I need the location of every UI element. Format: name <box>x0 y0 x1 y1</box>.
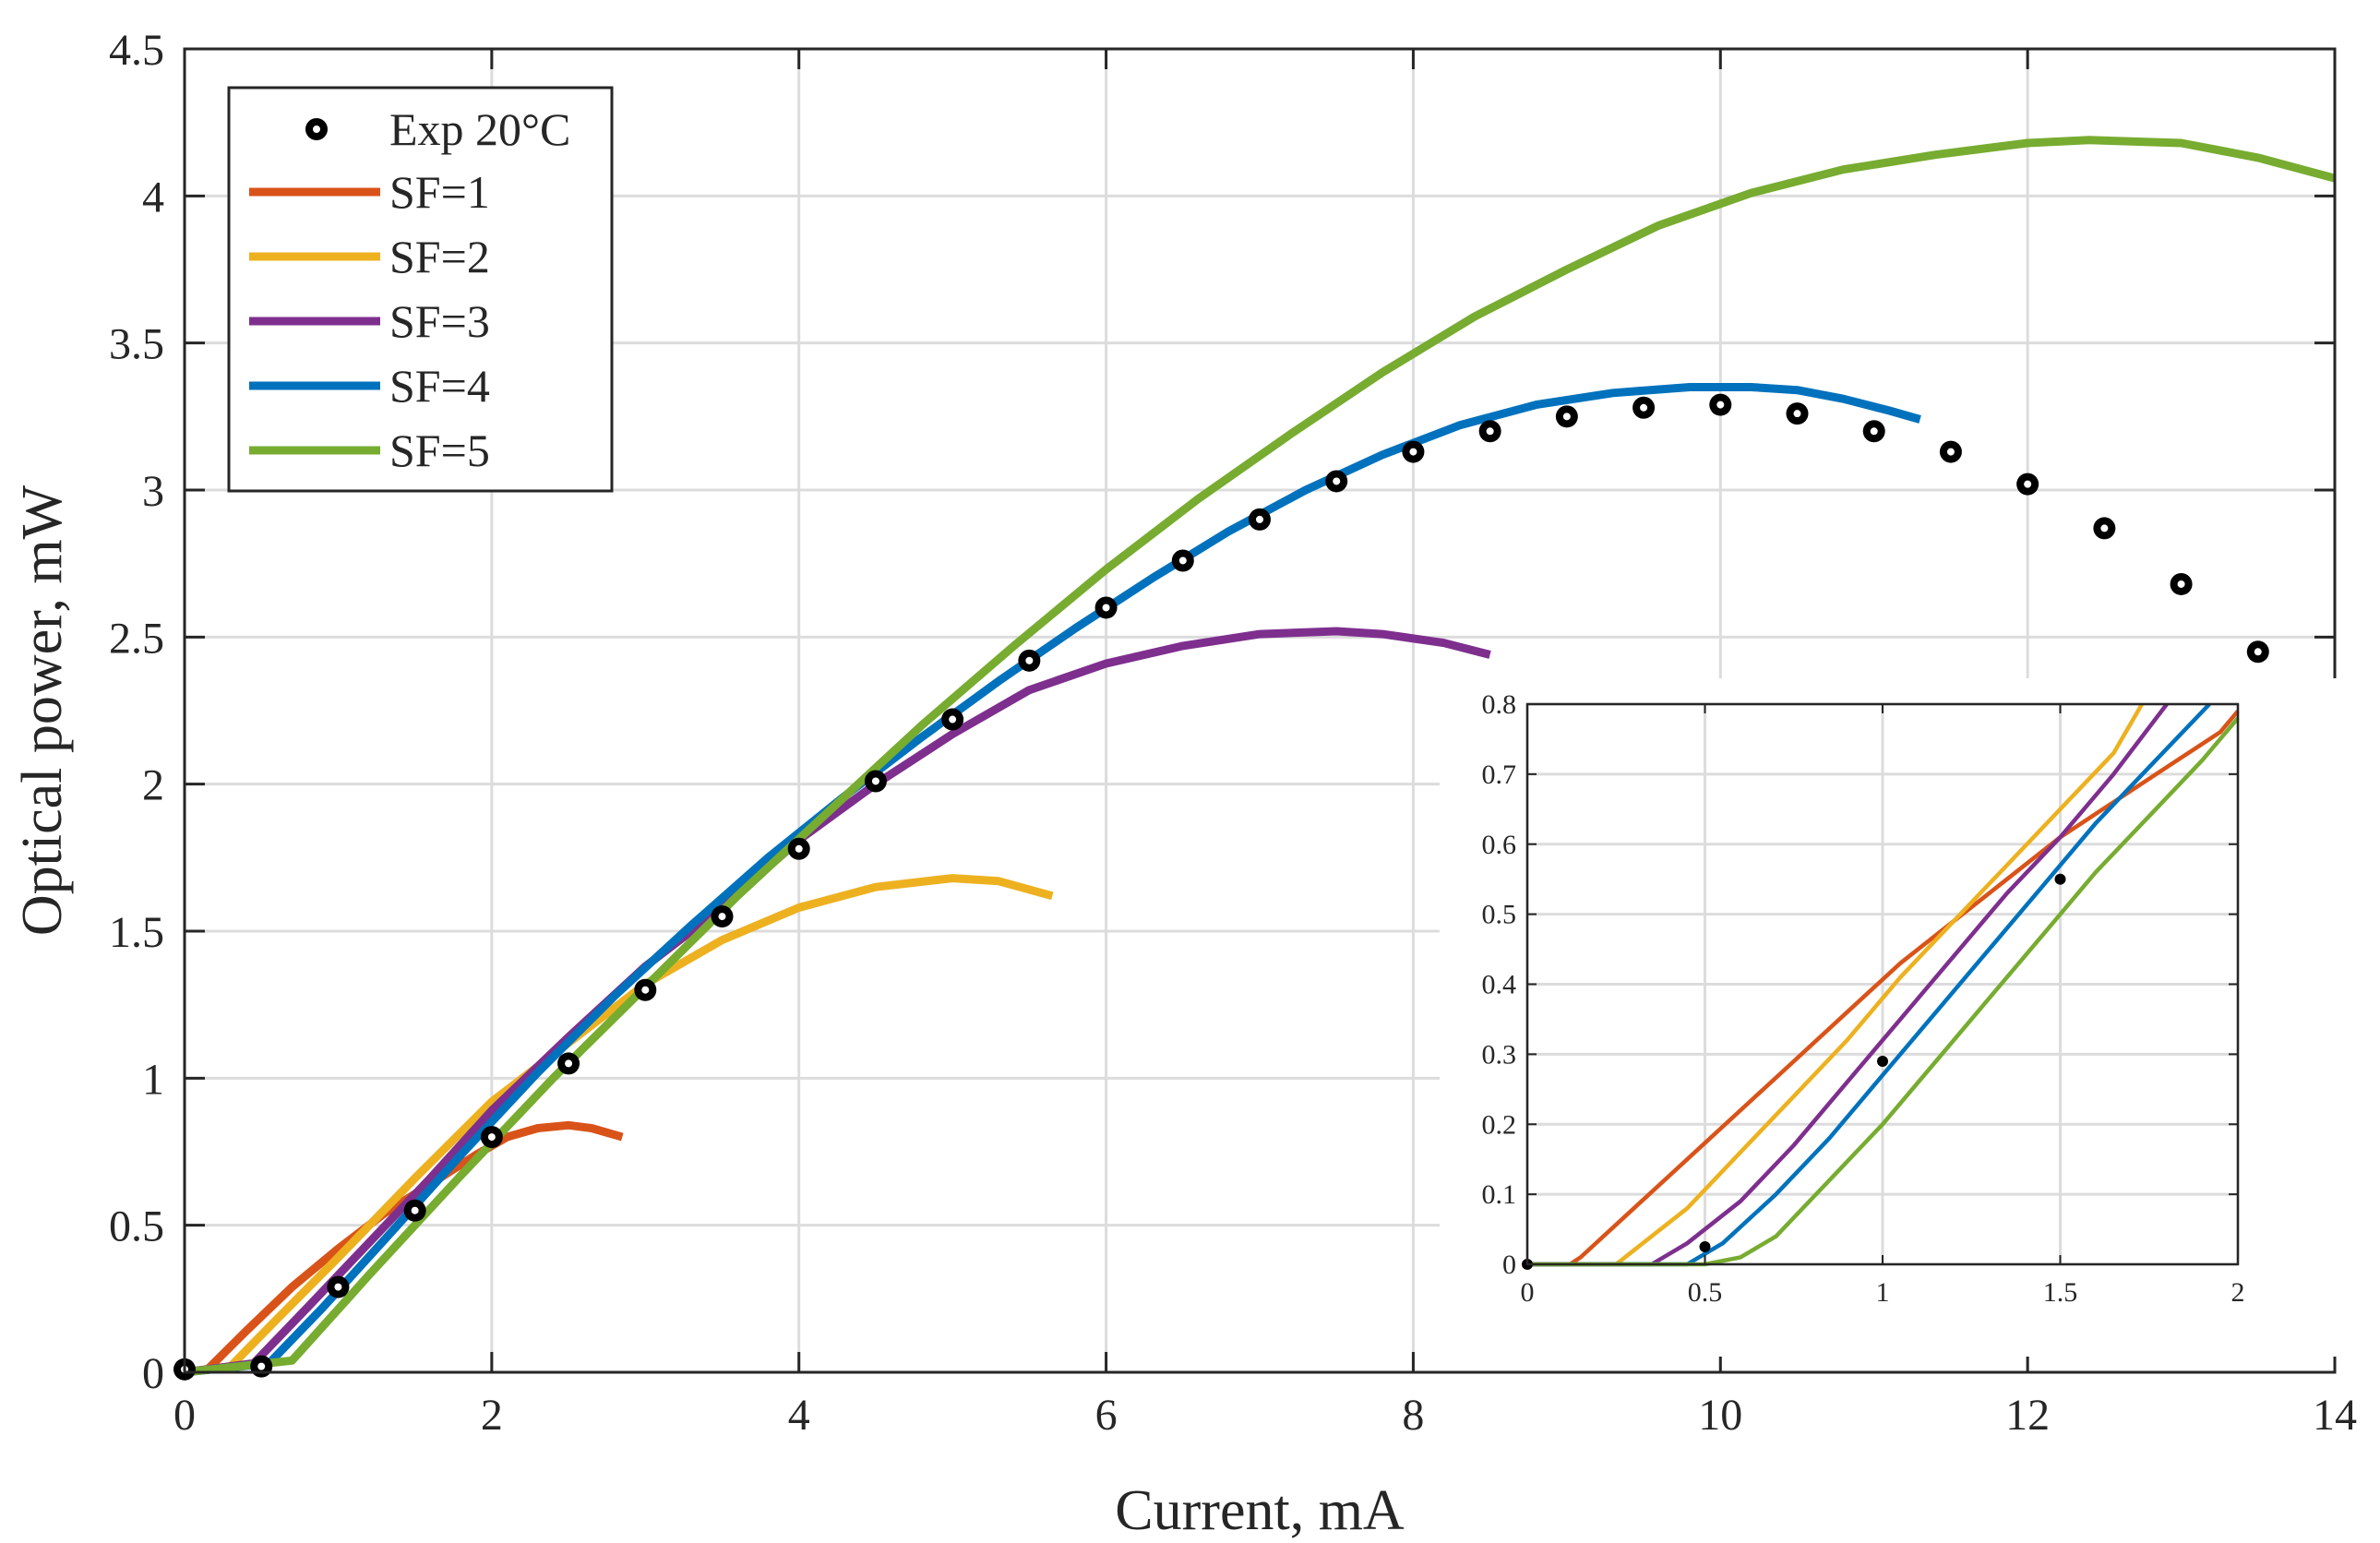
main-x-tick-label: 0 <box>173 1391 196 1440</box>
legend-label-sf2: SF=2 <box>389 231 490 282</box>
inset-ticks <box>1526 703 2239 1265</box>
main-y-tick-label: 0.5 <box>109 1202 164 1251</box>
main-exp-point-center <box>1946 448 1955 456</box>
inset-x-tick-label: 2 <box>2231 1277 2245 1308</box>
main-exp-point-center <box>1793 410 1801 418</box>
main-y-tick-label: 2.5 <box>109 614 164 663</box>
main-exp-point-center <box>334 1283 342 1291</box>
inset-axes: 0 0.5 1 1.5 2 0 0.1 0.2 0.3 0.4 0.5 0.6 0.7 0.8 <box>1440 678 2376 1357</box>
inset-y-tick-label: 0.7 <box>1482 760 1517 790</box>
main-x-tick-label: 2 <box>481 1391 503 1440</box>
inset-exp-point <box>2054 873 2066 885</box>
inset-series-sf-5 <box>1527 716 2240 1267</box>
main-exp-point-center <box>1102 604 1110 612</box>
inset-exp-point <box>1699 1241 1711 1253</box>
main-x-tick-label: 8 <box>1402 1391 1424 1440</box>
main-exp-point-center <box>2100 524 2109 532</box>
main-y-tick-label: 1.5 <box>109 908 164 957</box>
inset-x-tick-label: 1 <box>1876 1277 1890 1308</box>
inset-x-tick-labels: 0 0.5 1 1.5 2 <box>1521 1277 2245 1308</box>
inset-y-tick-labels: 0 0.1 0.2 0.3 0.4 0.5 0.6 0.7 0.8 <box>1482 689 1517 1280</box>
main-y-tick-label: 4 <box>142 173 164 221</box>
inset-series-exp-points <box>1522 873 2066 1270</box>
inset-series <box>1522 702 2240 1270</box>
main-exp-point-center <box>1562 413 1571 421</box>
main-series-sf-5 <box>184 136 2337 1377</box>
inset-y-tick-label: 0.6 <box>1482 830 1517 860</box>
main-exp-point-center <box>1409 448 1417 456</box>
legend-label-sf1: SF=1 <box>389 166 490 218</box>
main-y-tick-labels: 0 0.5 1 1.5 2 2.5 3 3.5 4 4.5 <box>109 26 164 1398</box>
legend-marker-exp-center <box>313 126 320 133</box>
legend-label-exp: Exp 20°C <box>389 103 570 155</box>
main-exp-point-center <box>1025 656 1034 664</box>
y-axis-label: Optical power, mW <box>11 484 74 936</box>
legend-entry-sf3: SF=3 <box>249 295 490 347</box>
inset-series-sf-1 <box>1527 710 2240 1267</box>
main-y-tick-label: 0 <box>142 1349 164 1398</box>
legend-entry-sf5: SF=5 <box>249 425 490 476</box>
main-y-tick-label: 4.5 <box>109 26 164 75</box>
inset-series-sf-3 <box>1527 702 2169 1267</box>
main-series-sf-3 <box>184 627 1491 1377</box>
inset-y-tick-label: 0.2 <box>1482 1109 1517 1140</box>
main-exp-point-center <box>2024 480 2032 488</box>
legend-box <box>227 86 614 493</box>
main-exp-point-center <box>1716 401 1725 409</box>
main-x-tick-labels: 0 2 4 6 8 10 12 14 <box>173 1391 2357 1440</box>
inset-x-tick-label: 1.5 <box>2043 1277 2078 1308</box>
main-y-tick-label: 3 <box>142 467 164 516</box>
main-exp-point-center <box>949 715 957 724</box>
inset-y-tick-label: 0.5 <box>1482 900 1517 930</box>
main-exp-point-center <box>1256 515 1263 523</box>
main-series-sf-2 <box>184 874 1054 1377</box>
inset-x-tick-label: 0 <box>1521 1277 1535 1308</box>
main-exp-point-center <box>871 777 879 785</box>
inset-y-tick-label: 0.4 <box>1482 970 1517 1000</box>
main-exp-point-center <box>257 1362 266 1370</box>
main-x-tick-label: 10 <box>1698 1391 1742 1440</box>
legend-label-sf3: SF=3 <box>389 295 490 347</box>
inset-x-tick-label: 0.5 <box>1688 1277 1723 1308</box>
main-exp-point-center <box>718 913 726 921</box>
inset-y-tick-label: 0.3 <box>1482 1039 1517 1070</box>
main-x-tick-label: 12 <box>2005 1391 2050 1440</box>
main-exp-point-center <box>2177 580 2185 588</box>
legend-entry-sf4: SF=4 <box>249 360 490 412</box>
main-x-tick-label: 6 <box>1095 1391 1118 1440</box>
legend-label-sf4: SF=4 <box>389 360 490 412</box>
main-x-tick-label: 14 <box>2313 1391 2357 1440</box>
main-exp-point-center <box>795 844 803 853</box>
main-y-tick-label: 1 <box>142 1055 164 1104</box>
legend-entry-sf1: SF=1 <box>249 166 490 218</box>
legend-entry-sf2: SF=2 <box>249 231 490 282</box>
main-y-tick-label: 3.5 <box>109 320 164 369</box>
main-exp-point-center <box>1870 427 1878 436</box>
legend-entry-exp: Exp 20°C <box>305 103 570 155</box>
inset-y-tick-label: 0.1 <box>1482 1179 1517 1210</box>
main-exp-point-center <box>1178 556 1187 565</box>
main-exp-point-center <box>565 1059 573 1068</box>
main-exp-point-center <box>487 1133 496 1142</box>
main-exp-point-center <box>1486 427 1494 436</box>
main-x-tick-label: 4 <box>788 1391 810 1440</box>
inset-series-sf-2 <box>1527 702 2145 1267</box>
inset-series-sf-4 <box>1527 702 2211 1267</box>
main-y-tick-label: 2 <box>142 761 164 810</box>
legend: Exp 20°C SF=1 SF=2 SF=3 SF=4 SF=5 <box>227 86 614 493</box>
inset-y-tick-label: 0 <box>1502 1250 1516 1280</box>
inset-y-tick-label: 0.8 <box>1482 689 1517 720</box>
main-exp-point-center <box>411 1206 419 1214</box>
legend-label-sf5: SF=5 <box>389 425 490 476</box>
main-exp-point-center <box>2254 648 2262 656</box>
main-exp-point-center <box>1333 477 1341 485</box>
main-exp-point-center <box>641 986 650 994</box>
x-axis-label: Current, mA <box>1115 1479 1405 1542</box>
main-exp-point-center <box>1640 403 1648 412</box>
inset-exp-point <box>1877 1055 1888 1067</box>
